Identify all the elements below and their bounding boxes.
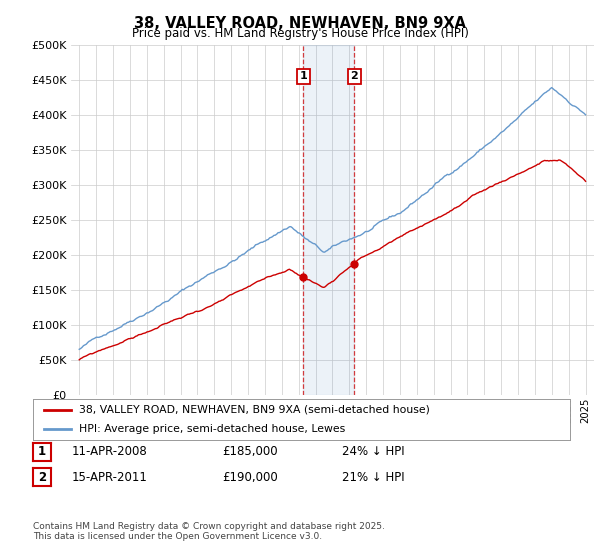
Text: 24% ↓ HPI: 24% ↓ HPI xyxy=(342,445,404,459)
Text: 21% ↓ HPI: 21% ↓ HPI xyxy=(342,470,404,484)
Text: Contains HM Land Registry data © Crown copyright and database right 2025.
This d: Contains HM Land Registry data © Crown c… xyxy=(33,522,385,542)
Text: 38, VALLEY ROAD, NEWHAVEN, BN9 9XA (semi-detached house): 38, VALLEY ROAD, NEWHAVEN, BN9 9XA (semi… xyxy=(79,405,430,415)
Text: 11-APR-2008: 11-APR-2008 xyxy=(72,445,148,459)
Text: 2: 2 xyxy=(38,470,46,484)
Text: 1: 1 xyxy=(38,445,46,459)
Text: £185,000: £185,000 xyxy=(222,445,278,459)
Text: Price paid vs. HM Land Registry's House Price Index (HPI): Price paid vs. HM Land Registry's House … xyxy=(131,27,469,40)
Text: 1: 1 xyxy=(299,71,307,81)
Text: 15-APR-2011: 15-APR-2011 xyxy=(72,470,148,484)
Text: 2: 2 xyxy=(350,71,358,81)
Text: HPI: Average price, semi-detached house, Lewes: HPI: Average price, semi-detached house,… xyxy=(79,424,345,434)
Text: £190,000: £190,000 xyxy=(222,470,278,484)
Bar xyxy=(304,45,354,395)
Text: 38, VALLEY ROAD, NEWHAVEN, BN9 9XA: 38, VALLEY ROAD, NEWHAVEN, BN9 9XA xyxy=(134,16,466,31)
